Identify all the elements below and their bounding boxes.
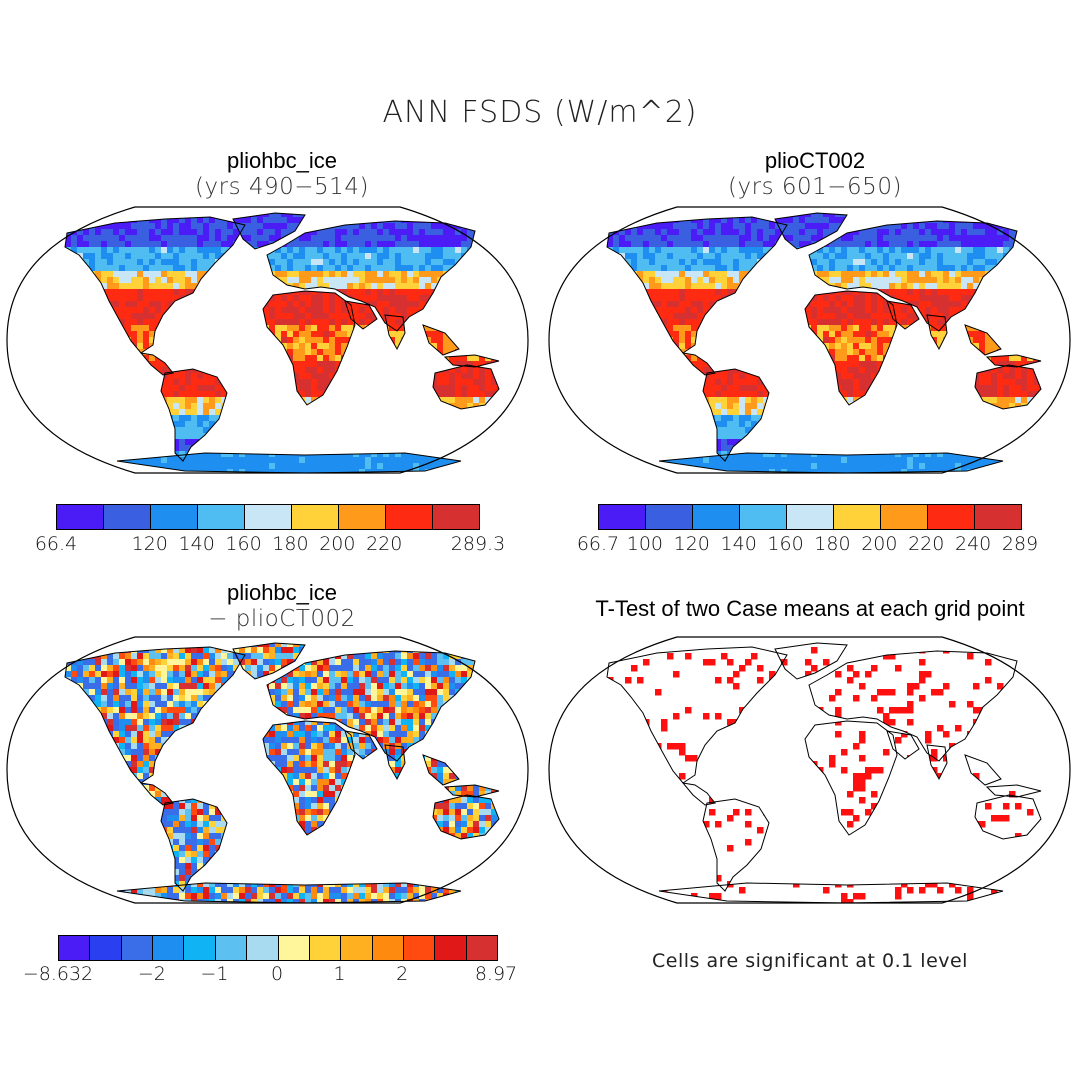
panel-title-bottom-left: pliohbc_ice − plioCT002: [47, 580, 517, 632]
colorbar-swatch: [435, 936, 467, 960]
colorbar-swatch: [693, 505, 740, 529]
colorbar-swatch: [121, 936, 154, 960]
colorbar-tick-label: 66.7: [576, 533, 620, 555]
colorbar-swatch: [599, 505, 646, 529]
colorbar-tick-label: 289: [1001, 533, 1039, 555]
significance-note: Cells are significant at 0.1 level: [652, 950, 968, 972]
panel-title-top-left: pliohbc_ice (yrs 490−514): [47, 148, 517, 200]
colorbar-swatch: [339, 505, 386, 529]
panel-case-name: pliohbc_ice: [226, 580, 338, 605]
colorbar-swatch: [740, 505, 787, 529]
colorbar-swatch: [151, 505, 198, 529]
colorbar-swatch: [184, 936, 216, 960]
colorbar-swatch: [646, 505, 693, 529]
colorbar-tick-label: 66.4: [34, 533, 78, 555]
colorbar-swatch: [245, 505, 292, 529]
colorbar-swatch: [403, 936, 436, 960]
colorbar-swatch: [372, 936, 404, 960]
colorbar-tick-label: −1: [200, 963, 229, 985]
colorbar-swatch: [198, 505, 245, 529]
map-frame: [6, 206, 529, 474]
colorbar-tick-label: 180: [814, 533, 851, 555]
colorbar-swatch: [928, 505, 975, 529]
colorbar-tick-label: 120: [131, 533, 168, 555]
colorbar-labels-bottom-left: −8.632 −2 −1 0 1 2 8.97: [23, 963, 517, 987]
map-top-right: [548, 206, 1071, 474]
map-frame: [6, 636, 529, 904]
colorbar-swatch: [386, 505, 433, 529]
colorbar-swatch: [341, 936, 373, 960]
colorbar-tick-label: −8.632: [22, 963, 94, 985]
colorbar-swatch: [834, 505, 881, 529]
colorbar-swatch: [215, 936, 248, 960]
colorbar-tick-label: 200: [319, 533, 356, 555]
colorbar-tick-label: −2: [137, 963, 166, 985]
colorbar-labels-top-left: 66.4 120 140 160 180 200 220 289.3: [35, 533, 505, 557]
colorbar-swatch: [57, 505, 104, 529]
coastlines: [64, 642, 500, 904]
colorbar-tick-label: 2: [396, 963, 409, 985]
colorbar-tick-label: 100: [626, 533, 664, 555]
panel-title-ttest: T-Test of two Case means at each grid po…: [595, 596, 1025, 621]
colorbar-swatch: [787, 505, 834, 529]
colorbar-top-left: [56, 504, 480, 530]
panel-case-name: pliohbc_ice: [226, 148, 338, 173]
colorbar-tick-label: 140: [178, 533, 215, 555]
colorbar-tick-label: 220: [908, 533, 945, 555]
coastlines: [64, 212, 500, 474]
map-top-left: [6, 206, 529, 474]
map-bottom-right: [548, 636, 1071, 904]
colorbar-tick-label: 220: [366, 533, 403, 555]
colorbar-tick-label: 200: [861, 533, 898, 555]
colorbar-tick-label: 1: [333, 963, 346, 985]
colorbar-swatch: [278, 936, 310, 960]
colorbar-tick-label: 180: [272, 533, 309, 555]
colorbar-tick-label: 8.97: [474, 963, 518, 985]
colorbar-swatch: [153, 936, 185, 960]
colorbar-swatch: [247, 936, 279, 960]
colorbar-top-right: [598, 504, 1022, 530]
colorbar-swatch: [104, 505, 151, 529]
colorbar-swatch: [309, 936, 342, 960]
colorbar-bottom-left: [58, 935, 498, 961]
panel-difference-label: − plioCT002: [208, 606, 356, 632]
colorbar-tick-label: 160: [225, 533, 262, 555]
coastlines: [606, 212, 1042, 474]
coastlines: [606, 642, 1042, 904]
colorbar-swatch: [292, 505, 339, 529]
figure-title: ANN FSDS (W/m^2): [382, 95, 698, 130]
panel-years: (yrs 490−514): [195, 174, 369, 200]
colorbar-tick-label: 240: [954, 533, 992, 555]
colorbar-swatch: [433, 505, 479, 529]
colorbar-tick-label: 140: [720, 533, 757, 555]
colorbar-swatch: [975, 505, 1021, 529]
colorbar-swatch: [59, 936, 91, 960]
colorbar-tick-label: 120: [673, 533, 710, 555]
panel-title-top-right: plioCT002 (yrs 601−650): [580, 148, 1050, 200]
colorbar-labels-top-right: 66.7 100 120 140 160 180 200 220 240 289: [577, 533, 1038, 557]
map-frame: [548, 636, 1071, 904]
colorbar-tick-label: 0: [270, 963, 284, 985]
colorbar-swatch: [466, 936, 498, 960]
map-frame: [548, 206, 1071, 474]
panel-case-name: plioCT002: [764, 148, 866, 173]
colorbar-tick-label: 160: [767, 533, 804, 555]
map-bottom-left: [6, 636, 529, 904]
colorbar-swatch: [881, 505, 928, 529]
panel-years: (yrs 601−650): [728, 174, 902, 200]
colorbar-tick-label: 289.3: [450, 533, 506, 555]
colorbar-swatch: [90, 936, 122, 960]
